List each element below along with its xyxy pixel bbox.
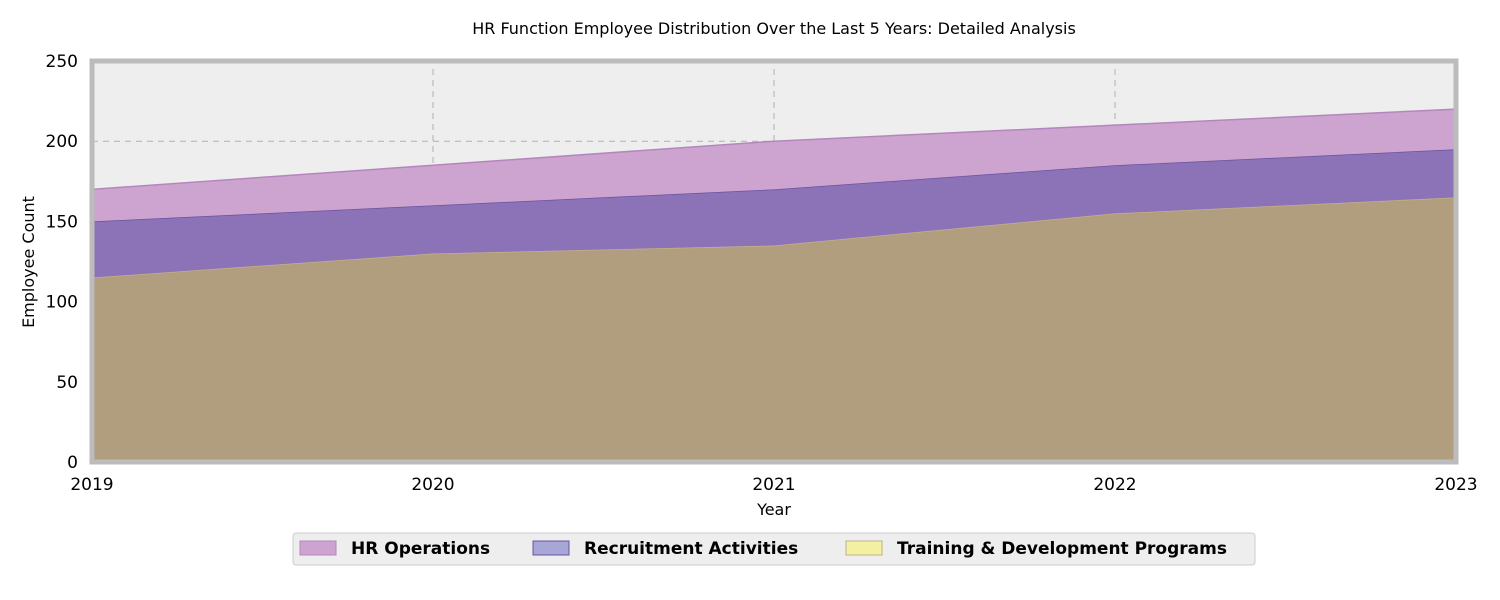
area-edge-hr-operations (91, 108, 1457, 191)
x-tick-label: 2021 (752, 475, 795, 495)
y-tick-label: 200 (46, 132, 78, 152)
y-tick-label: 150 (46, 212, 78, 232)
legend-label-recruitment-activities: Recruitment Activities (584, 539, 798, 559)
y-tick-label: 250 (46, 52, 78, 72)
area-recruitment-activities (92, 149, 1456, 278)
x-tick-label: 2023 (1434, 475, 1477, 495)
x-axis-title: Year (756, 500, 791, 519)
legend-label-hr-operations: HR Operations (351, 539, 490, 559)
x-tick-label: 2020 (411, 475, 454, 495)
legend-label-training-development-programs: Training & Development Programs (897, 539, 1227, 559)
y-tick-label: 50 (56, 373, 78, 393)
chart-title: HR Function Employee Distribution Over t… (472, 19, 1076, 38)
y-axis-title: Employee Count (19, 196, 38, 328)
legend-swatch-hr-operations (299, 540, 337, 556)
area-hr-operations (92, 109, 1456, 222)
plot-border (89, 58, 1459, 465)
legend: HR Operations Recruitment Activities Train… (292, 532, 1256, 566)
axis-ticks: 0 50 100 150 200 250 2019 2020 2021 2022 2023 (46, 52, 1478, 495)
y-tick-label: 0 (67, 453, 78, 473)
y-tick-label: 100 (46, 293, 78, 313)
x-tick-label: 2019 (70, 475, 113, 495)
area-training-development-programs (92, 197, 1456, 462)
legend-swatch-recruitment-activities (532, 540, 570, 556)
x-tick-label: 2022 (1093, 475, 1136, 495)
area-series (91, 108, 1457, 462)
legend-swatch-training-development-programs (845, 540, 883, 556)
